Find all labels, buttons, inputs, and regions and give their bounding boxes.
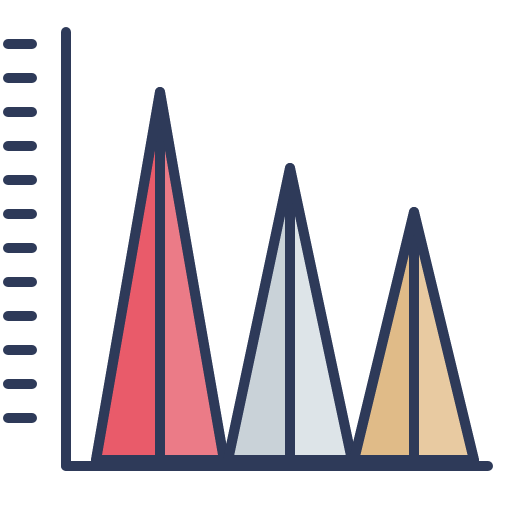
triangle-chart bbox=[0, 0, 512, 512]
